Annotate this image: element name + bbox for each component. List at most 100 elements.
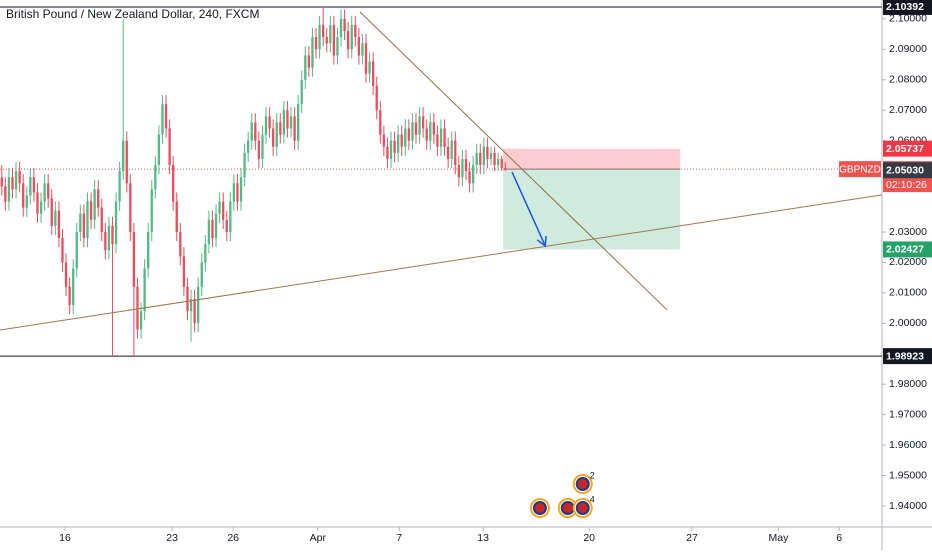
candle-body xyxy=(461,158,464,178)
y-tick-label: 2.07000 xyxy=(889,104,927,116)
candle-body xyxy=(175,201,178,232)
candle-body xyxy=(500,158,503,169)
candle-body xyxy=(414,122,418,135)
candle-body xyxy=(64,262,68,287)
x-tick-label: 27 xyxy=(686,532,698,544)
candle-body xyxy=(357,37,361,56)
candle-body xyxy=(61,238,64,263)
stop-zone xyxy=(503,148,681,170)
candle-body xyxy=(179,231,182,257)
marker-label: 2.05030 xyxy=(886,164,924,176)
candle-body xyxy=(29,177,32,196)
candle-body xyxy=(468,171,471,184)
candle-body xyxy=(346,31,350,50)
candle-body xyxy=(125,140,128,184)
candle-body xyxy=(229,201,232,232)
event-flag xyxy=(575,477,590,491)
candle-body xyxy=(350,24,353,50)
candle-body xyxy=(496,158,500,166)
candle-body xyxy=(157,134,161,166)
candle-body xyxy=(68,286,71,306)
candle-body xyxy=(479,152,482,166)
candle-body xyxy=(54,210,57,226)
candle-body xyxy=(286,110,289,129)
y-tick-label: 2.02000 xyxy=(889,256,927,268)
level-label-box xyxy=(883,0,932,15)
candle-body xyxy=(439,128,443,147)
candle-body xyxy=(293,116,296,141)
x-tick-label: Apr xyxy=(310,532,327,544)
x-tick-label: 20 xyxy=(583,532,595,544)
candle-body xyxy=(314,37,318,50)
candle-body xyxy=(421,116,425,129)
candle-body xyxy=(93,189,96,220)
event-icon xyxy=(529,498,550,518)
chart-title: British Pound / New Zealand Dollar, 240,… xyxy=(6,7,259,21)
candle-body xyxy=(371,61,375,86)
candle-body xyxy=(239,177,243,202)
candle-body xyxy=(396,134,400,153)
y-tick-label: 1.98000 xyxy=(889,378,927,390)
candle-body xyxy=(504,168,507,170)
candle-body xyxy=(193,298,196,324)
x-tick-label: 6 xyxy=(836,532,842,544)
candle-body xyxy=(132,231,136,287)
candle-body xyxy=(32,177,36,193)
candle-body xyxy=(86,201,89,239)
candle-body xyxy=(47,183,50,199)
candle-body xyxy=(79,213,82,232)
candle-body xyxy=(7,177,11,202)
x-tick-label: 26 xyxy=(227,532,239,544)
candle-body xyxy=(11,177,14,190)
candle-body xyxy=(418,116,421,135)
candle-body xyxy=(218,201,221,214)
candle-body xyxy=(50,198,53,226)
event-flag xyxy=(575,501,590,515)
candle-body xyxy=(407,128,411,141)
candle-body xyxy=(279,122,282,135)
candle-body xyxy=(164,104,168,129)
candle-body xyxy=(225,219,228,232)
candle-body xyxy=(297,104,300,141)
candle-body xyxy=(322,24,325,38)
candle-body xyxy=(436,134,439,147)
event-icon xyxy=(572,474,593,494)
candle-body xyxy=(129,183,132,232)
event-flag xyxy=(532,501,547,515)
candle-body xyxy=(354,24,357,38)
candle-body xyxy=(250,122,253,141)
y-tick-label: 2.10000 xyxy=(889,13,927,25)
candle-body xyxy=(482,146,486,166)
event-flag xyxy=(560,501,575,515)
candle-body xyxy=(204,244,207,263)
level-label-box xyxy=(883,348,932,365)
candle-body xyxy=(450,140,453,159)
candle-body xyxy=(57,210,61,239)
y-tick-label: 2.08000 xyxy=(889,74,927,86)
y-tick-label: 2.01000 xyxy=(889,287,927,299)
target-label: 2.02427 xyxy=(886,244,924,256)
candle-body xyxy=(118,171,121,202)
trendline xyxy=(0,194,883,331)
candle-body xyxy=(186,286,189,312)
candle-body xyxy=(136,286,139,330)
candle-body xyxy=(43,183,46,202)
candle-body xyxy=(232,183,236,202)
candle-body xyxy=(429,122,432,141)
countdown: 02:10:26 xyxy=(886,179,927,191)
candle-body xyxy=(211,219,214,239)
candle-body xyxy=(471,165,475,184)
y-tick-label: 1.97000 xyxy=(889,408,927,420)
candle-body xyxy=(336,37,339,56)
event-count: 2 xyxy=(590,470,595,480)
level-label: 1.98923 xyxy=(886,350,924,362)
candle-body xyxy=(111,225,114,245)
candle-body xyxy=(97,189,100,208)
countdown-box xyxy=(883,177,932,193)
target-label-box xyxy=(883,241,932,258)
candle-body xyxy=(432,122,436,135)
candle-body xyxy=(325,37,328,44)
arrow-head xyxy=(536,235,547,248)
candle-body xyxy=(339,18,343,38)
